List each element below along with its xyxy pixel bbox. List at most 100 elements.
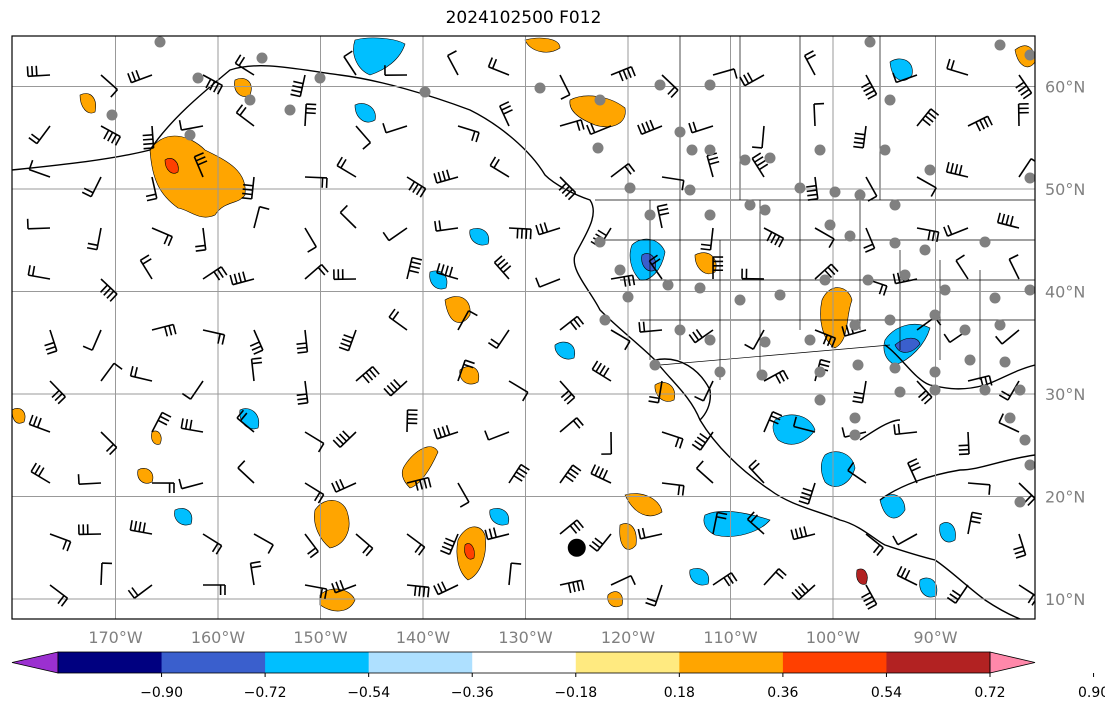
station-dot bbox=[979, 236, 991, 248]
wind-barb bbox=[151, 482, 175, 494]
wind-barb bbox=[28, 159, 51, 178]
wind-barb bbox=[559, 519, 584, 535]
station-dot bbox=[849, 319, 861, 331]
wind-barb bbox=[304, 584, 328, 599]
station-dot bbox=[884, 94, 896, 106]
colorbar-segment bbox=[782, 652, 887, 673]
wind-barb bbox=[202, 533, 223, 555]
colorbar-extend-high bbox=[989, 651, 1036, 674]
map-frame bbox=[11, 35, 1036, 620]
wind-barb bbox=[234, 54, 255, 76]
station-dot bbox=[864, 36, 876, 48]
station-dot bbox=[154, 36, 166, 48]
wind-barb bbox=[865, 533, 884, 557]
station-dot bbox=[814, 144, 826, 156]
wind-barb bbox=[590, 464, 612, 484]
colorbar-segment bbox=[265, 652, 370, 673]
longitude-label: 160°W bbox=[191, 628, 246, 647]
station-dots bbox=[106, 36, 1035, 508]
wind-barb bbox=[180, 418, 204, 433]
station-dot bbox=[994, 39, 1006, 51]
colorbar-tick-label: 0.36 bbox=[767, 685, 798, 701]
wind-barb bbox=[202, 329, 226, 345]
station-dot bbox=[852, 359, 864, 371]
map-title: 2024102500 F012 bbox=[445, 8, 602, 28]
wind-barb bbox=[499, 101, 513, 127]
wind-barb bbox=[304, 533, 319, 559]
colorbar-segment bbox=[161, 652, 266, 673]
wind-barb bbox=[892, 533, 918, 546]
wind-barb bbox=[893, 423, 918, 436]
wind-barb bbox=[946, 584, 969, 604]
colorbar-tick-label: −0.36 bbox=[451, 685, 494, 701]
station-dot bbox=[994, 319, 1006, 331]
station-dot bbox=[534, 82, 546, 94]
wind-barb bbox=[100, 431, 118, 456]
wind-barb bbox=[814, 263, 839, 280]
latitude-label: 50°N bbox=[1045, 180, 1085, 199]
wind-barb bbox=[559, 464, 582, 484]
wind-barb bbox=[967, 115, 993, 132]
station-dot bbox=[889, 362, 901, 374]
wind-barb bbox=[559, 380, 576, 405]
colorbar: −0.90 −0.72 −0.54 −0.36 −0.18 0.18 0.36 0.54 0.7… bbox=[11, 651, 1105, 701]
wind-barb bbox=[792, 416, 816, 433]
wind-barb bbox=[382, 227, 408, 242]
wind-barb bbox=[77, 524, 102, 536]
longitude-label: 90°W bbox=[913, 628, 957, 647]
wind-barb bbox=[30, 462, 51, 484]
wind-barb bbox=[487, 57, 510, 76]
station-dot bbox=[674, 324, 686, 336]
wind-barb bbox=[806, 176, 819, 201]
station-dot bbox=[924, 164, 936, 176]
wind-barb bbox=[304, 103, 317, 127]
wind-barb bbox=[241, 176, 255, 200]
longitude-label: 170°W bbox=[88, 628, 143, 647]
wind-barb bbox=[763, 227, 785, 248]
wind-barb bbox=[139, 254, 153, 280]
station-dot bbox=[184, 129, 196, 141]
station-dot bbox=[654, 79, 666, 91]
station-dot bbox=[1014, 384, 1026, 396]
wind-barb bbox=[99, 278, 118, 302]
wind-barb bbox=[861, 584, 878, 610]
wind-barb bbox=[406, 584, 430, 598]
station-dot bbox=[774, 289, 786, 301]
wind-barb bbox=[28, 125, 51, 145]
station-dot bbox=[959, 324, 971, 336]
colorbar-segment bbox=[679, 652, 784, 673]
marked-point bbox=[567, 538, 586, 557]
wind-barb bbox=[967, 511, 983, 535]
station-dot bbox=[419, 86, 431, 98]
station-dot bbox=[849, 412, 861, 424]
station-dot bbox=[854, 189, 866, 201]
wind-barb bbox=[610, 163, 636, 178]
wind-barb bbox=[852, 380, 867, 404]
positive-anomaly-patches bbox=[12, 37, 1035, 612]
station-dot bbox=[919, 244, 931, 256]
station-dot bbox=[964, 354, 976, 366]
wind-barb bbox=[129, 366, 153, 382]
wind-barb bbox=[763, 568, 787, 586]
station-dot bbox=[624, 182, 636, 194]
wind-barb bbox=[958, 431, 970, 456]
wind-barb bbox=[195, 227, 207, 252]
wind-barb bbox=[296, 329, 309, 354]
wind-barb bbox=[433, 424, 459, 440]
wind-barb bbox=[863, 227, 876, 253]
wind-barb bbox=[1018, 158, 1035, 178]
wind-barb bbox=[712, 511, 728, 535]
wind-barb bbox=[339, 204, 357, 229]
wind-barb bbox=[142, 125, 155, 150]
wind-barb bbox=[355, 366, 380, 384]
wind-barb bbox=[861, 74, 878, 100]
colorbar-tick-label: 0.90 bbox=[1078, 685, 1105, 701]
station-dot bbox=[644, 209, 656, 221]
wind-barb bbox=[81, 176, 102, 198]
colorbar-segment bbox=[58, 652, 163, 673]
wind-barb bbox=[998, 380, 1020, 401]
station-dot bbox=[734, 294, 746, 306]
wind-barb bbox=[343, 50, 357, 76]
wind-barb bbox=[637, 119, 663, 135]
